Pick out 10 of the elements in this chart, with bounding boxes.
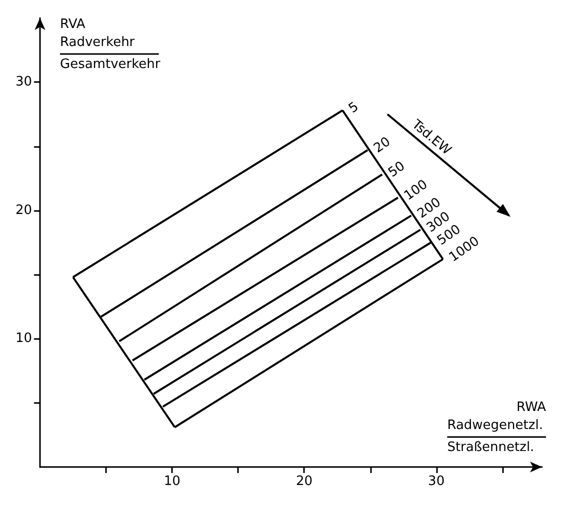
x-tick-label: 30 bbox=[428, 474, 445, 489]
text: 5 bbox=[346, 99, 362, 117]
x-tick-label: 20 bbox=[296, 474, 312, 489]
y-axis-title: RVA Radverkehr Gesamtverkehr bbox=[60, 17, 161, 72]
x-axis-title: RWA Radwegenetzl. Straßennetzl. bbox=[447, 400, 546, 455]
y-tick-label: 10 bbox=[15, 331, 32, 346]
y-tick-label: 20 bbox=[15, 202, 32, 218]
y-tick-label: 30 bbox=[15, 74, 32, 90]
x-tick-label: 10 bbox=[164, 474, 180, 489]
text: 20 bbox=[371, 134, 394, 156]
